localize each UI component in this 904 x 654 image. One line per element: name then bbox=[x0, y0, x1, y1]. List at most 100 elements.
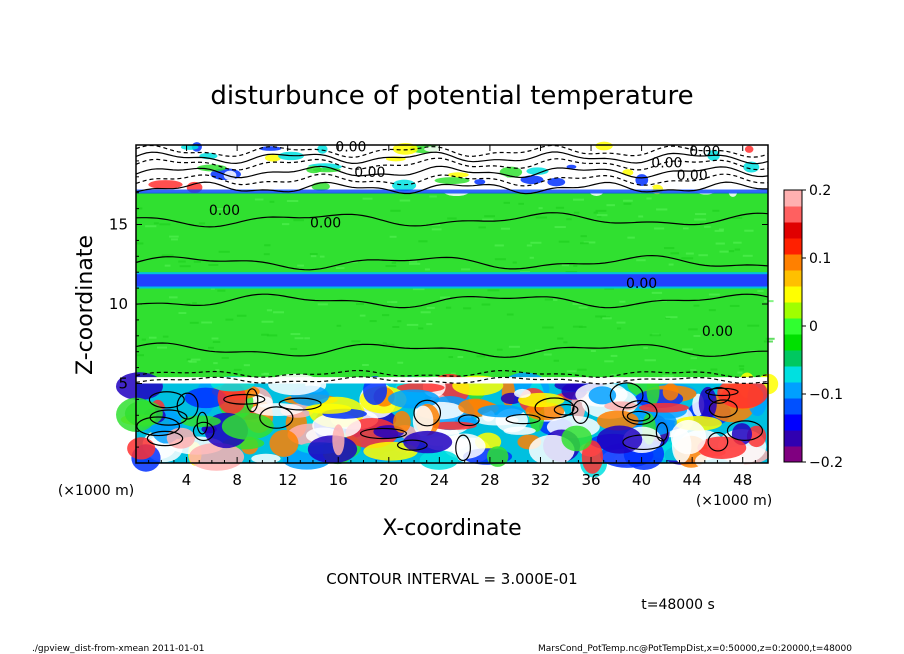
contour-label: 0.00 bbox=[310, 216, 341, 232]
field-texture bbox=[193, 260, 202, 263]
contour-label: 0.00 bbox=[689, 144, 720, 160]
field-texture bbox=[682, 348, 693, 351]
field-texture bbox=[215, 369, 220, 372]
field-texture bbox=[542, 326, 554, 329]
colorbar-segment bbox=[784, 270, 802, 287]
field-texture bbox=[573, 211, 580, 214]
time-label: t=48000 s bbox=[641, 597, 715, 613]
field-texture bbox=[266, 334, 278, 337]
field-texture bbox=[426, 323, 433, 326]
field-texture bbox=[693, 304, 700, 307]
colorbar-tick-label: −0.1 bbox=[809, 387, 843, 403]
contour-lower bbox=[455, 434, 471, 462]
colorbar-tick-label: 0.1 bbox=[809, 251, 831, 267]
field-texture bbox=[399, 199, 411, 202]
upper-patch bbox=[424, 146, 449, 153]
field-texture bbox=[424, 268, 430, 271]
field-texture bbox=[583, 241, 596, 244]
field-texture bbox=[216, 208, 226, 211]
lower-patch bbox=[269, 429, 299, 457]
upper-patch bbox=[259, 146, 282, 151]
field-texture bbox=[573, 264, 578, 267]
lower-patch bbox=[596, 410, 639, 431]
lower-patch bbox=[746, 425, 767, 448]
field-texture bbox=[690, 369, 697, 372]
field-texture bbox=[487, 289, 500, 292]
field-texture bbox=[243, 364, 250, 367]
colorbar-segment bbox=[784, 334, 802, 351]
field-texture bbox=[572, 303, 583, 306]
field-texture bbox=[233, 368, 242, 371]
colorbar-segment bbox=[784, 206, 802, 223]
field-texture bbox=[543, 353, 552, 356]
contour-lower-boundary bbox=[135, 369, 769, 379]
chart-title: disturbunce of potential temperature bbox=[210, 81, 693, 111]
field-texture bbox=[159, 223, 171, 226]
contour-mid bbox=[135, 342, 768, 358]
field-texture bbox=[572, 325, 583, 328]
field-texture bbox=[409, 260, 418, 263]
field-texture bbox=[336, 324, 342, 327]
field-texture bbox=[447, 217, 457, 220]
field-texture bbox=[355, 303, 364, 306]
field-texture bbox=[290, 333, 301, 336]
contour-lower bbox=[534, 397, 575, 419]
field-texture bbox=[369, 320, 377, 323]
field-texture bbox=[136, 207, 143, 210]
colorbar-tick-label: 0 bbox=[809, 319, 818, 335]
field-texture bbox=[561, 264, 570, 267]
field-texture bbox=[764, 300, 774, 303]
field-texture bbox=[179, 265, 191, 268]
contour-lower bbox=[655, 422, 669, 442]
contour-upper bbox=[135, 151, 769, 165]
field-texture bbox=[721, 374, 733, 377]
x-axis-ticks: 4 8 12 16 20 24 28 32 36 40 44 48 bbox=[148, 145, 756, 489]
contour-mid bbox=[135, 254, 769, 271]
field-texture bbox=[263, 372, 269, 375]
contour-lower-boundary bbox=[135, 376, 769, 385]
upper-patch bbox=[557, 147, 583, 157]
colorbar-segment bbox=[784, 446, 802, 463]
field-texture bbox=[708, 309, 716, 312]
y-axis-ticks: 5 10 15 bbox=[109, 160, 768, 448]
contour-lower bbox=[278, 397, 322, 411]
field-texture bbox=[457, 356, 464, 359]
colorbar-segment bbox=[784, 302, 802, 319]
colorbar-segment bbox=[784, 430, 802, 447]
contour-label: 0.00 bbox=[677, 168, 708, 184]
contour-label: 0.00 bbox=[335, 139, 366, 155]
contour-label: 0.00 bbox=[702, 324, 733, 340]
field-texture bbox=[572, 198, 585, 201]
contour-lower bbox=[571, 399, 590, 424]
colorbar-segment bbox=[784, 222, 802, 239]
field-texture bbox=[520, 271, 531, 274]
contour-lower bbox=[148, 391, 185, 409]
y-tick-label: 15 bbox=[109, 216, 128, 234]
lower-patch bbox=[124, 400, 163, 427]
contour-lower bbox=[458, 414, 480, 427]
field-texture bbox=[602, 317, 612, 320]
field-texture bbox=[715, 242, 725, 245]
colorbar-segment bbox=[784, 398, 802, 415]
field-texture bbox=[461, 268, 471, 271]
x-tick-label: 8 bbox=[232, 471, 242, 489]
colorbar-segment bbox=[784, 286, 802, 303]
colorbar-segment bbox=[784, 318, 802, 335]
lower-patch bbox=[403, 430, 453, 454]
field-texture bbox=[263, 253, 270, 256]
upper-patch bbox=[264, 154, 281, 162]
field-texture bbox=[170, 370, 176, 373]
field-texture bbox=[164, 264, 171, 267]
lower-patch bbox=[127, 437, 156, 460]
colorbar-tick-label: 0.2 bbox=[809, 183, 831, 199]
field-texture bbox=[225, 318, 234, 321]
lower-patch bbox=[221, 412, 274, 440]
lower-patch bbox=[189, 442, 245, 471]
colorbar-segment bbox=[784, 350, 802, 367]
field-texture bbox=[266, 309, 272, 312]
upper-patch bbox=[649, 173, 664, 179]
field-texture bbox=[254, 198, 264, 201]
lower-patch bbox=[307, 435, 358, 464]
field-texture bbox=[554, 226, 566, 229]
field-texture bbox=[636, 259, 646, 262]
